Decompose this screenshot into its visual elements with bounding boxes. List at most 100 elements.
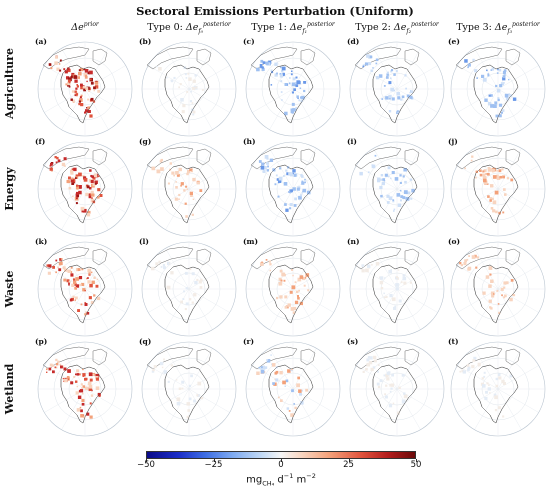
panel-letter: (m) <box>243 237 259 246</box>
emission-cell <box>190 194 193 197</box>
emission-cell <box>296 383 300 388</box>
emission-cell <box>80 414 84 418</box>
emission-cell <box>179 83 182 86</box>
emission-cell <box>88 296 92 300</box>
longitude-gridline <box>44 65 86 90</box>
emission-cell <box>91 175 94 178</box>
row-label-agriculture: Agriculture <box>3 48 16 119</box>
emission-cell <box>486 69 488 72</box>
emission-cell <box>84 313 87 316</box>
greenland-coastline <box>92 48 108 66</box>
emission-cell <box>366 362 371 367</box>
emission-cell <box>383 374 386 377</box>
greenland-coastline <box>300 348 316 366</box>
emission-cell <box>64 165 66 167</box>
emission-cell <box>266 161 270 165</box>
emission-cell <box>260 65 263 69</box>
panel-letter: (l) <box>139 237 149 246</box>
emission-cell <box>265 259 268 261</box>
emission-cell <box>365 268 369 273</box>
emission-cell <box>50 170 53 172</box>
emission-cell <box>94 180 98 184</box>
emission-cell <box>181 387 184 390</box>
longitude-gridline <box>292 188 334 213</box>
emission-cell <box>70 98 73 101</box>
greenland-coastline <box>505 48 521 66</box>
emission-cell <box>156 169 161 174</box>
emission-cell <box>70 266 73 269</box>
emission-cell <box>192 110 196 114</box>
emission-cell <box>299 275 304 279</box>
emission-cell <box>201 89 204 91</box>
emission-cell <box>367 171 370 174</box>
emission-cell <box>380 194 383 198</box>
emission-cell <box>192 79 196 83</box>
emission-cell <box>293 403 295 405</box>
emission-cell <box>180 98 184 102</box>
emission-cell <box>403 168 407 172</box>
emission-cell <box>187 170 191 174</box>
emission-cell <box>290 307 295 311</box>
longitude-gridline <box>188 265 230 290</box>
emission-cell <box>385 373 389 377</box>
emission-cell <box>73 280 77 284</box>
emission-cell <box>180 300 183 304</box>
emission-cell <box>96 296 101 301</box>
emission-cell <box>78 276 83 280</box>
polar-map <box>245 41 341 137</box>
emission-cell <box>63 157 67 161</box>
polar-map <box>450 341 546 437</box>
emission-cell <box>166 76 168 79</box>
emission-cell <box>151 166 156 171</box>
map-panel-agriculture-0: (a) <box>33 37 137 141</box>
emission-cell <box>495 114 499 118</box>
longitude-gridline <box>497 65 539 90</box>
emission-cell <box>84 289 86 292</box>
emission-cell <box>56 363 59 366</box>
polar-map <box>141 41 237 137</box>
emission-cell <box>83 178 88 182</box>
emission-cell <box>158 260 161 263</box>
longitude-gridline <box>497 248 522 290</box>
emission-cell <box>294 406 297 410</box>
polar-map <box>141 241 237 337</box>
column-header-2: Type 1: Δef₁posterior <box>251 21 335 36</box>
longitude-gridline <box>188 188 230 213</box>
emission-cell <box>87 280 91 284</box>
emission-cell <box>492 209 496 213</box>
longitude-gridline <box>61 188 86 230</box>
emission-cell <box>68 85 71 88</box>
emission-cell <box>76 184 79 187</box>
emission-cell <box>498 211 501 215</box>
emission-cell <box>86 80 88 83</box>
emission-cell <box>160 361 164 366</box>
emission-cell <box>82 368 84 371</box>
longitude-gridline <box>396 365 438 390</box>
emission-cell <box>67 378 69 381</box>
emission-cell <box>392 199 395 201</box>
emission-cell <box>76 408 81 412</box>
emission-cell <box>85 109 89 113</box>
emission-cell <box>185 185 188 188</box>
emission-cell <box>262 366 266 370</box>
emission-cell <box>471 364 475 369</box>
emission-cell <box>402 276 407 281</box>
emission-cell <box>76 197 78 200</box>
polar-map <box>450 141 546 237</box>
emission-cell <box>90 180 94 184</box>
emission-cell <box>95 284 99 288</box>
emission-cell <box>464 59 468 63</box>
emission-cell <box>77 309 80 312</box>
emission-cell <box>90 97 94 101</box>
emission-cell <box>75 87 78 90</box>
emission-cell <box>88 372 93 377</box>
emission-cell <box>178 193 181 197</box>
eurasia-coastline <box>42 46 90 70</box>
emission-cell <box>291 70 293 72</box>
longitude-gridline <box>61 248 86 290</box>
emission-cell <box>504 294 507 298</box>
emission-cell <box>96 278 99 281</box>
emission-cell <box>75 268 79 272</box>
polar-map <box>245 341 341 437</box>
emission-cell <box>85 74 88 77</box>
